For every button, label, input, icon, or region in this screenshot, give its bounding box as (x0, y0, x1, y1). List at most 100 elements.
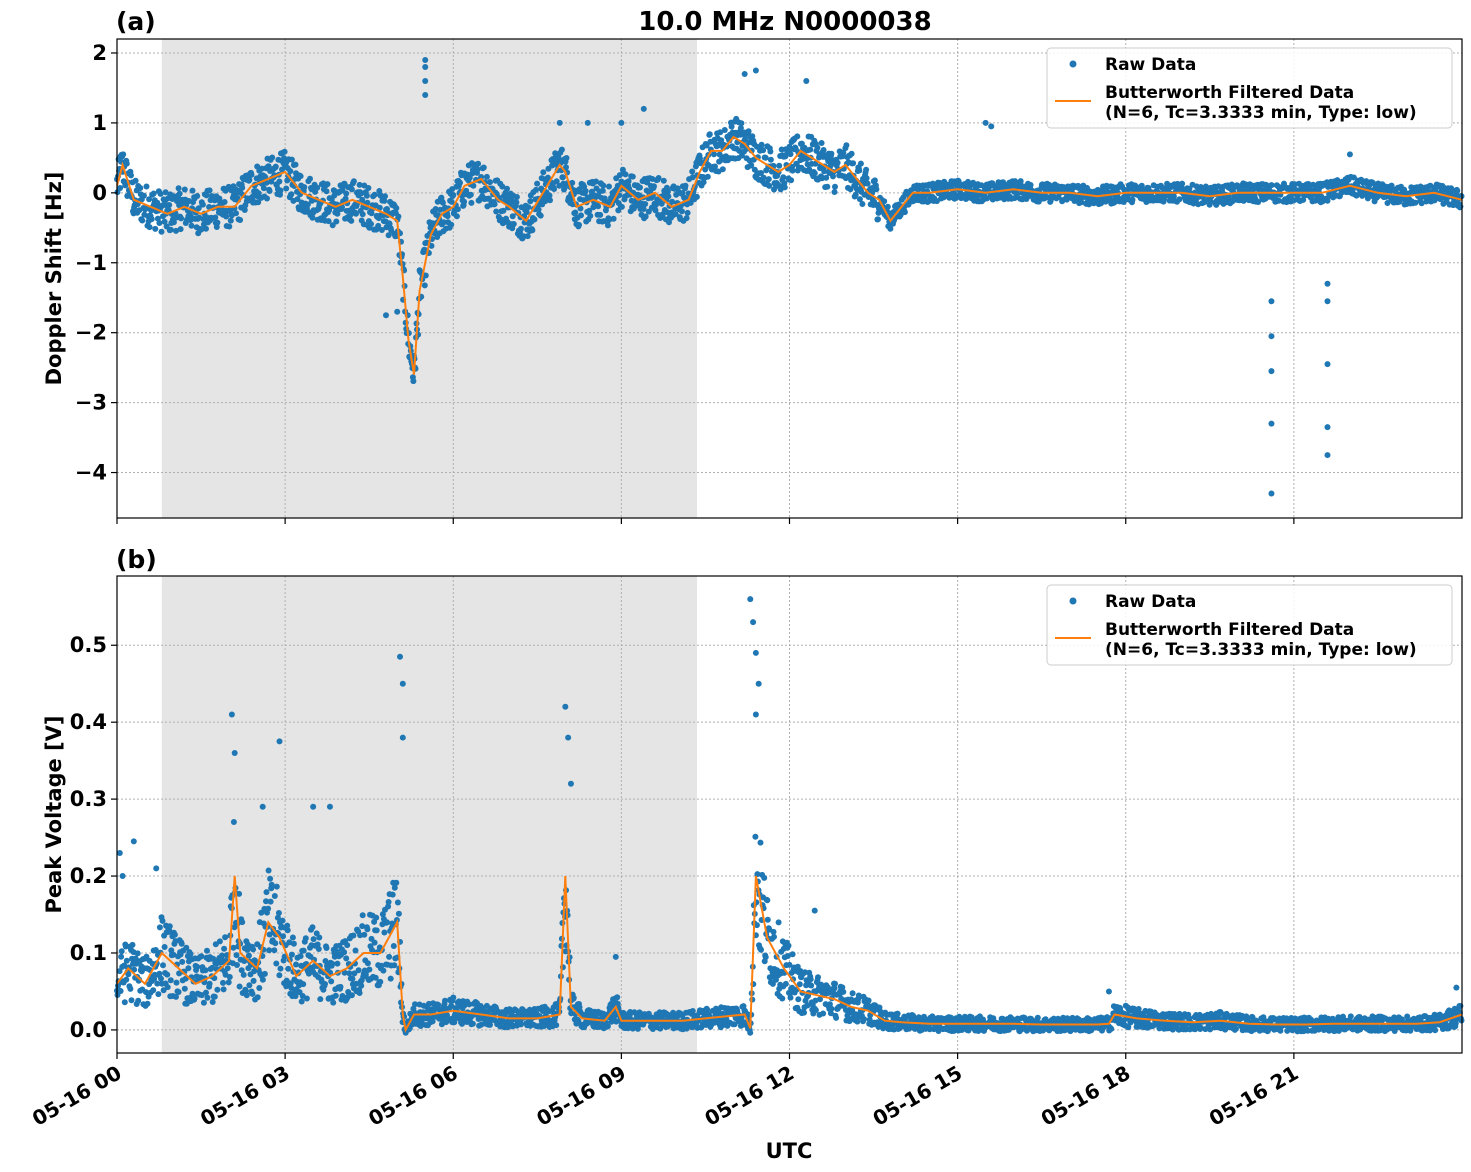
raw-data-point (1232, 1025, 1239, 1032)
raw-data-point (322, 981, 328, 987)
raw-data-point (158, 228, 165, 235)
raw-data-point (123, 160, 130, 167)
raw-data-point (175, 989, 182, 995)
raw-data-point (852, 191, 859, 198)
raw-data-point (533, 186, 539, 193)
raw-data-point (216, 938, 223, 945)
raw-data-point (1034, 1014, 1041, 1021)
raw-data-point (248, 171, 255, 178)
raw-data-point (386, 953, 393, 960)
raw-data-point (642, 201, 649, 207)
raw-data-point (901, 209, 908, 216)
raw-data-point (118, 948, 125, 955)
raw-data-point (260, 185, 267, 192)
raw-data-point (117, 988, 124, 994)
raw-data-point (355, 967, 362, 974)
raw-data-point (711, 151, 717, 158)
raw-data-point (719, 166, 726, 173)
raw-data-point (1179, 180, 1186, 187)
raw-data-point (352, 947, 359, 954)
raw-data-point (329, 960, 336, 967)
raw-data-point (283, 185, 290, 192)
raw-data-point (814, 144, 821, 151)
raw-data-point (307, 175, 313, 182)
raw-data-point (161, 944, 168, 950)
raw-data-point (474, 166, 481, 173)
raw-data-point (422, 56, 429, 63)
raw-data-point (266, 947, 273, 954)
raw-data-point (167, 226, 174, 233)
raw-data-point (200, 999, 207, 1006)
raw-data-point (300, 981, 307, 988)
raw-data-point (277, 965, 284, 972)
raw-data-point (864, 180, 871, 187)
raw-data-point (161, 218, 168, 225)
raw-data-point (741, 70, 748, 77)
panel-peak-voltage: 0.00.10.20.30.40.5 05-16 00 05-16 03 05-16… (28, 545, 1465, 1131)
raw-data-point (364, 199, 371, 206)
raw-data-point (194, 963, 201, 970)
raw-data-point (1324, 298, 1331, 305)
raw-data-point (832, 183, 838, 190)
raw-data-point (563, 155, 570, 161)
raw-data-point (794, 133, 801, 140)
raw-data-point (250, 977, 257, 984)
raw-data-point (129, 941, 136, 948)
raw-data-point (856, 167, 863, 174)
raw-data-point (782, 980, 789, 987)
y-tick-label: 0 (92, 181, 107, 205)
raw-data-point (666, 219, 672, 226)
raw-data-point (294, 196, 301, 203)
raw-data-point (469, 1020, 476, 1027)
raw-data-point (384, 919, 390, 926)
raw-data-point (139, 217, 146, 224)
raw-data-point (422, 63, 429, 70)
raw-data-point (721, 127, 728, 133)
raw-data-point (202, 967, 209, 974)
raw-data-point (366, 966, 373, 973)
raw-data-point (189, 187, 196, 194)
raw-data-point (547, 197, 553, 204)
raw-data-point (706, 131, 713, 138)
raw-data-point (121, 999, 128, 1006)
raw-data-point (787, 151, 794, 158)
raw-data-point (342, 195, 349, 202)
raw-data-point (356, 181, 363, 188)
raw-data-point (265, 867, 272, 874)
raw-data-point (1035, 198, 1042, 205)
raw-data-point (570, 994, 577, 1001)
raw-data-point (857, 160, 864, 167)
raw-data-point (203, 225, 209, 232)
raw-data-point (468, 199, 475, 206)
raw-data-point (718, 137, 725, 144)
raw-data-point (146, 196, 153, 203)
raw-data-point (1454, 187, 1461, 194)
raw-data-point (461, 198, 468, 205)
raw-data-point (285, 965, 292, 972)
raw-data-point (395, 910, 402, 917)
raw-data-point (272, 940, 279, 947)
raw-data-point (391, 962, 398, 969)
raw-data-point (595, 203, 602, 210)
raw-data-point (758, 141, 765, 148)
raw-data-point (518, 1021, 524, 1028)
raw-data-point (658, 200, 665, 207)
raw-data-point (393, 205, 400, 212)
raw-data-point (178, 940, 185, 947)
raw-data-point (500, 207, 507, 214)
raw-data-point (173, 227, 179, 234)
raw-data-point (529, 227, 536, 234)
raw-data-point (271, 947, 278, 954)
raw-data-point (824, 183, 831, 190)
panel-a-label: (a) (116, 7, 156, 36)
raw-data-point (239, 184, 246, 191)
raw-data-point (275, 910, 282, 916)
raw-data-point (518, 225, 524, 232)
raw-data-point (266, 188, 273, 194)
raw-data-point (289, 934, 296, 941)
raw-data-point (315, 946, 322, 952)
raw-data-point (789, 951, 796, 958)
raw-data-point (551, 186, 558, 192)
raw-data-point (849, 990, 856, 997)
raw-data-point (775, 919, 782, 926)
